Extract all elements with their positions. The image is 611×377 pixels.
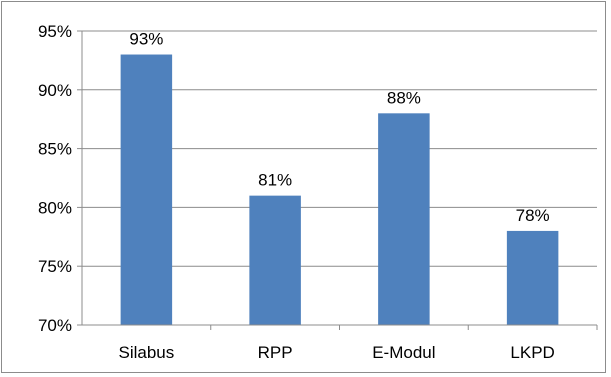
bar-silabus (120, 54, 173, 326)
data-label: 93% (129, 30, 163, 49)
x-tick-label: Silabus (118, 343, 174, 362)
data-label: 78% (516, 206, 550, 225)
x-tick-label: LKPD (510, 343, 554, 362)
y-tick-label: 70% (38, 316, 72, 335)
data-label: 81% (258, 171, 292, 190)
y-tick-label: 95% (38, 22, 72, 41)
bar-lkpd (506, 230, 559, 325)
x-tick-labels: Silabus RPP E-Modul LKPD (118, 325, 598, 362)
bar-e-modul (378, 113, 430, 325)
data-label: 88% (387, 88, 421, 107)
x-tick-label: RPP (258, 343, 293, 362)
y-tick-label: 85% (38, 140, 72, 159)
y-tick-labels: 70% 75% 80% 85% 90% 95% (38, 22, 82, 335)
bar-rpp (249, 195, 301, 325)
y-tick-label: 90% (38, 81, 72, 100)
x-tick-label: E-Modul (372, 343, 435, 362)
y-tick-label: 75% (38, 257, 72, 276)
data-labels: 93% 81% 88% 78% (129, 30, 549, 225)
chart-frame (1, 1, 606, 373)
y-tick-label: 80% (38, 198, 72, 217)
bars (120, 54, 559, 326)
